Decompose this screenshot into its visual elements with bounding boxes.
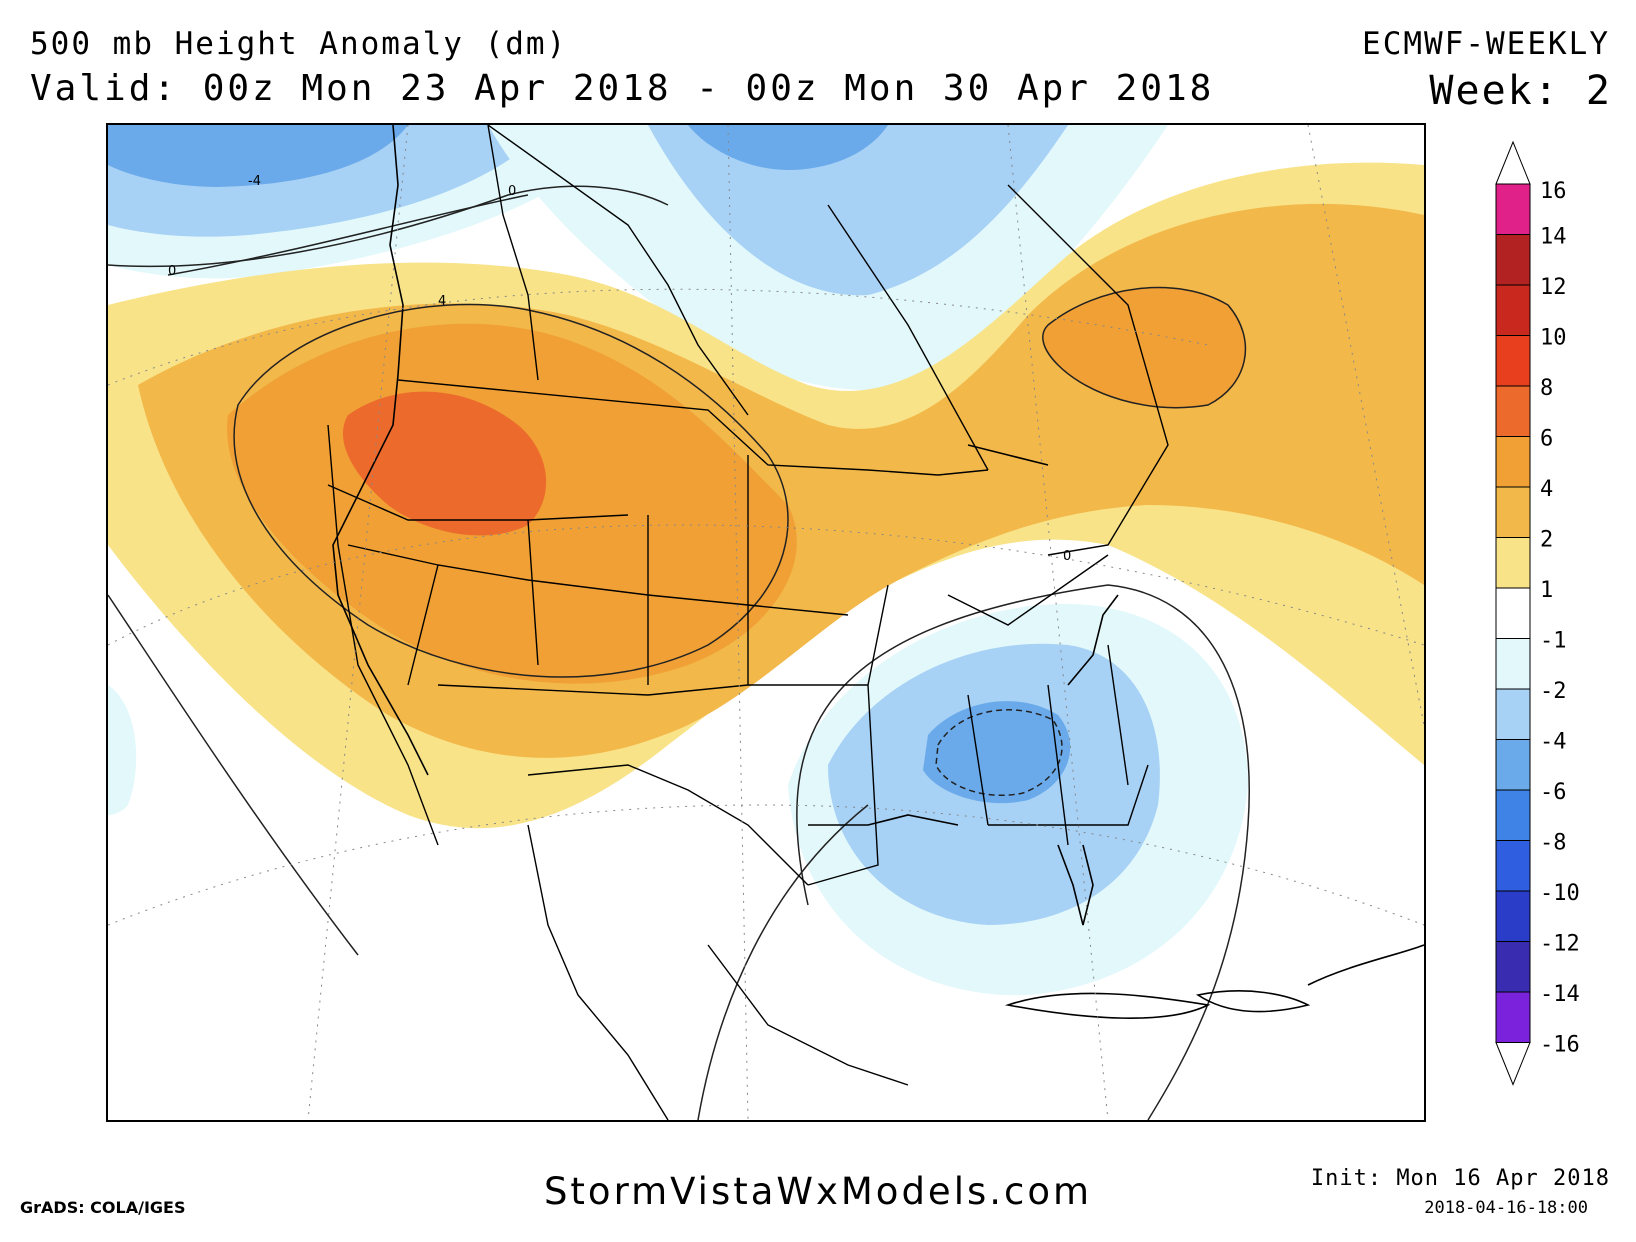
contour-label: 0 bbox=[1063, 549, 1071, 564]
colorbar-swatch bbox=[1495, 486, 1531, 538]
anomaly-map: -4 0 4 0 0 bbox=[106, 123, 1426, 1122]
colorbar-swatch bbox=[1495, 335, 1531, 387]
colorbar-level-label: -10 bbox=[1540, 881, 1580, 906]
colorbar-level-label: -8 bbox=[1540, 831, 1567, 856]
negative-anomaly-southeast bbox=[788, 604, 1248, 996]
contour-label: -4 bbox=[248, 174, 261, 189]
colorbar-swatch bbox=[1495, 587, 1531, 639]
colorbar-level-label: -14 bbox=[1540, 982, 1580, 1007]
colorbar-level-label: 10 bbox=[1540, 326, 1567, 351]
colorbar-level-label: 12 bbox=[1540, 275, 1567, 300]
colorbar-swatch bbox=[1495, 991, 1531, 1043]
colorbar-swatch bbox=[1495, 385, 1531, 437]
colorbar-swatch bbox=[1495, 840, 1531, 892]
colorbar-level-label: -6 bbox=[1540, 780, 1567, 805]
colorbar-level-label: -2 bbox=[1540, 679, 1567, 704]
contour-label: 4 bbox=[438, 294, 446, 309]
colorbar-level-label: 6 bbox=[1540, 427, 1553, 452]
colorbar-swatch bbox=[1495, 284, 1531, 336]
colorbar-legend: 16 14 12 10 8 6 4 2 1 -1 -2 -4 -6 -8 -10 -12 -14 -16 bbox=[1484, 140, 1634, 1150]
colorbar-swatch bbox=[1495, 890, 1531, 942]
colorbar-level-label: -12 bbox=[1540, 932, 1580, 957]
colorbar-swatch bbox=[1495, 183, 1531, 235]
colorbar-level-label: 1 bbox=[1540, 578, 1553, 603]
colorbar-level-label: -4 bbox=[1540, 730, 1567, 755]
colorbar-level-label: 14 bbox=[1540, 225, 1567, 250]
colorbar-swatch bbox=[1495, 688, 1531, 740]
colorbar-level-label: 8 bbox=[1540, 376, 1553, 401]
contour-label: 0 bbox=[168, 264, 176, 279]
site-credit: StormVistaWxModels.com bbox=[543, 1170, 1093, 1213]
colorbar-top-arrow bbox=[1495, 140, 1531, 185]
map-canvas: -4 0 4 0 0 bbox=[108, 125, 1424, 1120]
colorbar-swatch bbox=[1495, 941, 1531, 993]
colorbar-level-label: 2 bbox=[1540, 528, 1553, 553]
colorbar-swatch bbox=[1495, 537, 1531, 589]
chart-title: 500 mb Height Anomaly (dm) bbox=[30, 26, 568, 62]
model-name: ECMWF-WEEKLY bbox=[1362, 26, 1610, 62]
colorbar-svg: 16 14 12 10 8 6 4 2 1 -1 -2 -4 -6 -8 -10 -12 -14 -16 bbox=[1495, 140, 1580, 1086]
colorbar-bottom-arrow bbox=[1495, 1042, 1531, 1086]
grads-credit: GrADS: COLA/IGES bbox=[20, 1198, 186, 1217]
colorbar-swatch bbox=[1495, 436, 1531, 488]
colorbar-level-label: -16 bbox=[1540, 1033, 1580, 1058]
init-timestamp: 2018-04-16-18:00 bbox=[1424, 1198, 1588, 1218]
colorbar-level-label: 16 bbox=[1540, 179, 1567, 204]
graticule bbox=[108, 125, 1424, 1120]
colorbar-swatch bbox=[1495, 739, 1531, 791]
colorbar-swatch bbox=[1495, 638, 1531, 690]
valid-period: Valid: 00z Mon 23 Apr 2018 - 00z Mon 30 … bbox=[30, 68, 1215, 109]
coastlines bbox=[332, 125, 1424, 1019]
political-borders bbox=[327, 125, 1169, 1120]
colorbar-level-label: -1 bbox=[1540, 629, 1567, 654]
negative-anomaly-northwest bbox=[108, 125, 628, 279]
init-time: Init: Mon 16 Apr 2018 bbox=[1310, 1166, 1610, 1191]
contour-label: 0 bbox=[508, 184, 516, 199]
colorbar-level-label: 4 bbox=[1540, 477, 1553, 502]
negative-anomaly-pacific bbox=[108, 685, 137, 815]
contour-label-group: -4 0 4 0 0 bbox=[168, 174, 1071, 564]
colorbar-swatch bbox=[1495, 789, 1531, 841]
forecast-week: Week: 2 bbox=[1429, 68, 1612, 114]
colorbar-swatch bbox=[1495, 234, 1531, 286]
contour-lines bbox=[108, 185, 1250, 1120]
